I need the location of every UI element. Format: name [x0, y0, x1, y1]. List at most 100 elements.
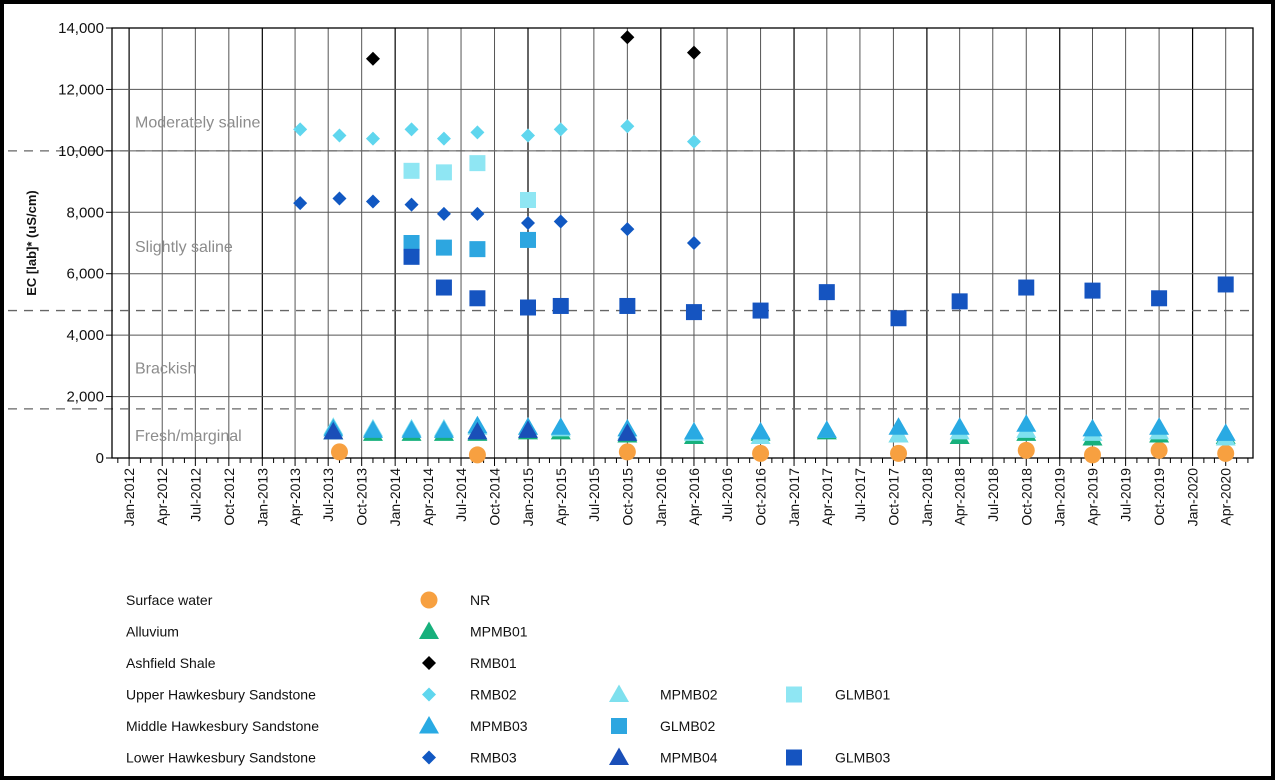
data-point — [553, 214, 568, 229]
data-point — [332, 191, 347, 206]
legend-marker — [786, 749, 802, 766]
data-point — [750, 421, 771, 440]
legend-group-label: Upper Hawkesbury Sandstone — [126, 687, 316, 703]
data-point — [403, 235, 420, 251]
data-point — [752, 444, 770, 462]
x-tick-label: Jul-2017 — [852, 468, 868, 522]
x-tick-label: Jan-2017 — [786, 468, 802, 527]
data-point — [686, 236, 701, 250]
legend-marker — [609, 747, 629, 765]
y-tick-label: 0 — [96, 450, 104, 467]
x-tick-label: Oct-2013 — [354, 468, 370, 526]
x-tick-label: Apr-2020 — [1218, 468, 1234, 526]
data-point — [330, 443, 348, 461]
data-point — [404, 197, 419, 212]
legend-marker — [422, 656, 436, 670]
x-tick-label: Apr-2015 — [553, 468, 569, 526]
series-rmb02 — [293, 119, 701, 149]
legend-marker — [609, 684, 629, 702]
legend-series-label: MPMB02 — [660, 687, 718, 703]
data-point — [620, 30, 635, 45]
data-point — [323, 421, 344, 440]
legend-series-label: GLMB03 — [835, 750, 890, 766]
data-point — [1150, 441, 1168, 459]
x-tick-label: Apr-2014 — [420, 468, 436, 526]
x-tick-label: Jul-2018 — [985, 468, 1001, 522]
x-tick-label: Oct-2015 — [619, 468, 635, 526]
legend-series-label: NR — [470, 592, 490, 608]
legend-marker — [419, 621, 439, 639]
legend-marker — [611, 718, 627, 734]
data-point — [401, 420, 422, 438]
legend-series-label: MPMB03 — [470, 718, 528, 734]
data-point — [1149, 417, 1170, 435]
grid-lines: Moderately saline Slightly saline Brackish… — [8, 27, 1253, 459]
data-point — [520, 299, 537, 316]
data-point — [469, 155, 486, 172]
legend-marker — [786, 686, 802, 703]
data-point — [1217, 276, 1234, 293]
y-tick-label: 10,000 — [58, 143, 104, 160]
y-tick-label: 2,000 — [66, 389, 104, 406]
x-tick-label: Apr-2019 — [1084, 468, 1100, 526]
data-point — [949, 417, 970, 435]
data-point — [436, 206, 451, 221]
data-point — [469, 290, 486, 307]
data-point — [752, 302, 769, 319]
x-tick-label: Jan-2018 — [919, 468, 935, 527]
x-tick-label: Jul-2015 — [586, 468, 602, 522]
x-tick-label: Jan-2019 — [1052, 468, 1068, 527]
data-point — [468, 446, 486, 464]
legend-marker — [419, 716, 439, 734]
plot-area — [112, 28, 1253, 458]
legend-group-label: Lower Hawkesbury Sandstone — [126, 750, 316, 766]
data-point — [553, 122, 568, 137]
data-point — [552, 297, 569, 314]
data-point — [332, 128, 347, 143]
data-point — [293, 196, 308, 211]
series-rmb03 — [293, 191, 701, 250]
data-point — [435, 279, 452, 296]
data-point — [1083, 446, 1101, 464]
data-point — [619, 297, 636, 314]
x-tick-label: Jan-2020 — [1185, 468, 1201, 527]
data-point — [550, 417, 571, 435]
legend-series-label: MPMB04 — [660, 750, 718, 766]
legend-marker — [420, 591, 438, 609]
data-point — [433, 420, 454, 438]
x-tick-label: Jan-2015 — [520, 468, 536, 527]
y-tick-label: 8,000 — [66, 204, 104, 221]
data-point — [521, 216, 536, 231]
data-point — [1151, 290, 1168, 307]
legend-series-label: MPMB01 — [470, 624, 528, 640]
x-tick-label: Oct-2014 — [487, 468, 503, 526]
data-point — [620, 119, 635, 134]
legend-series-label: RMB01 — [470, 655, 517, 671]
x-tick-label: Apr-2018 — [952, 468, 968, 526]
data-point — [686, 134, 701, 149]
data-point — [403, 248, 420, 265]
y-tick-label: 14,000 — [58, 20, 104, 37]
data-point — [521, 128, 536, 143]
data-point — [518, 420, 539, 438]
legend-series-label: RMB03 — [470, 750, 517, 766]
data-point — [951, 293, 968, 310]
x-tick-label: Oct-2018 — [1018, 468, 1034, 526]
data-point — [888, 417, 909, 435]
data-point — [816, 420, 837, 438]
x-tick-label: Jan-2012 — [121, 468, 137, 527]
x-tick-label: Jul-2014 — [453, 468, 469, 522]
plot-border — [111, 27, 1254, 459]
y-tick-label: 6,000 — [66, 266, 104, 283]
series-glmb02 — [403, 231, 537, 258]
data-point — [404, 122, 419, 137]
data-point — [365, 194, 380, 209]
legend-group-label: Middle Hawkesbury Sandstone — [126, 718, 319, 734]
legend-marker — [422, 687, 436, 702]
data-point — [686, 45, 701, 60]
legend-series-label: RMB02 — [470, 687, 517, 703]
zone-label: Fresh/marginal — [135, 428, 242, 445]
legend-series-label: GLMB02 — [660, 718, 715, 734]
data-point — [683, 421, 704, 440]
